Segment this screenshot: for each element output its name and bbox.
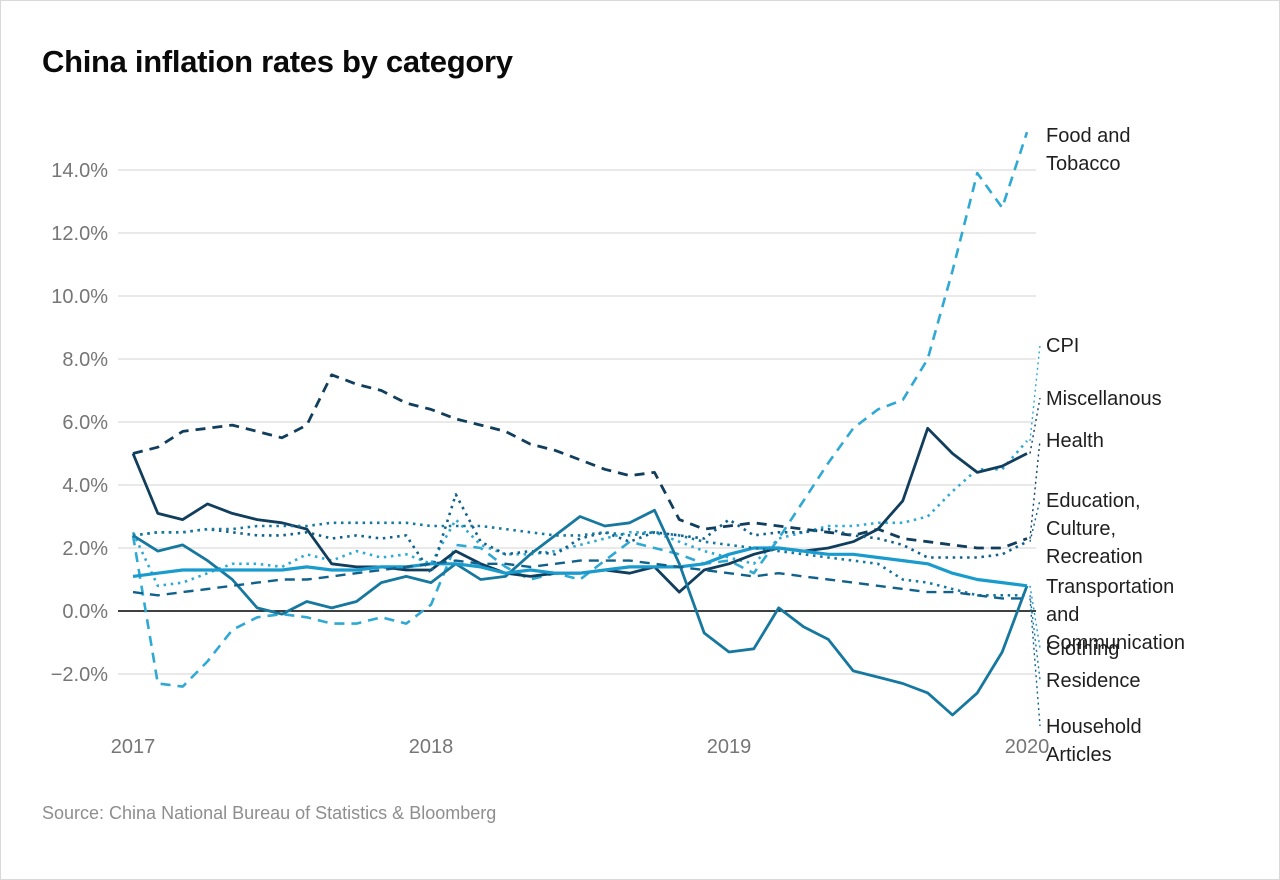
series-label-food-and-tobacco: Food and Tobacco xyxy=(1046,125,1131,175)
series-label-residence: Residence xyxy=(1046,670,1141,692)
series-label-health: Health xyxy=(1046,430,1104,452)
series-label-household-articles: Household Articles xyxy=(1046,716,1142,766)
y-tick-label: 14.0% xyxy=(51,160,108,182)
label-leader-line-education-culture-recreation xyxy=(1029,499,1041,542)
x-tick-label: 2019 xyxy=(707,736,752,758)
series-line-residence xyxy=(132,521,1027,597)
series-line-miscellanous xyxy=(131,426,1028,594)
series-label-clothing: Clothing xyxy=(1046,638,1119,660)
y-tick-label: −2.0% xyxy=(51,664,108,686)
y-tick-label: 10.0% xyxy=(51,286,108,308)
series-line-clothing xyxy=(132,546,1028,588)
series-line-transportation-and-communication xyxy=(132,508,1029,717)
series-line-household-articles xyxy=(132,559,1027,600)
x-tick-label: 2020 xyxy=(1005,736,1050,758)
y-tick-label: 8.0% xyxy=(62,349,108,371)
series-line-education-culture-recreation xyxy=(132,493,1028,575)
source-caption: Source: China National Bureau of Statist… xyxy=(42,803,497,823)
y-tick-label: 2.0% xyxy=(62,538,108,560)
series-label-education-culture-recreation: Education, Culture, Recreation xyxy=(1046,490,1143,568)
label-leader-line-miscellanous xyxy=(1029,397,1041,454)
x-tick-label: 2017 xyxy=(111,736,156,758)
series-line-health xyxy=(132,373,1028,550)
series-label-cpi: CPI xyxy=(1046,335,1079,357)
chart-title: China inflation rates by category xyxy=(42,44,513,79)
x-tick-label: 2018 xyxy=(409,736,454,758)
y-tick-label: 12.0% xyxy=(51,223,108,245)
series-label-miscellanous: Miscellanous xyxy=(1046,388,1162,410)
y-tick-label: 4.0% xyxy=(62,475,108,497)
label-leader-line-residence xyxy=(1029,595,1041,681)
y-tick-label: 0.0% xyxy=(62,601,108,623)
series-line-food-and-tobacco xyxy=(131,131,1029,688)
series-label-transportation-and-communication: Transportation and Communication xyxy=(1046,576,1185,654)
label-leader-line-clothing xyxy=(1029,585,1041,649)
label-leader-line-health xyxy=(1029,439,1041,539)
y-tick-label: 6.0% xyxy=(62,412,108,434)
